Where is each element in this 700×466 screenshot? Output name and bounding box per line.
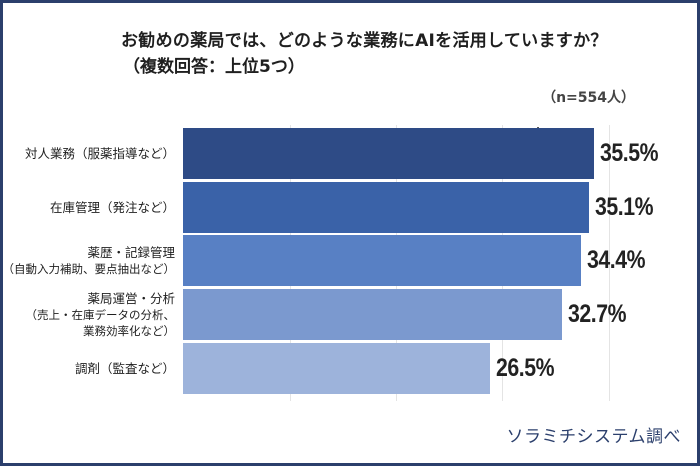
chart-title: お勧めの薬局では、どのような業務にAIを活用していますか？: [121, 31, 608, 51]
value-label: 34.4%: [587, 246, 646, 274]
bar: [183, 182, 589, 233]
category-label-line: 調剤（監査など）: [74, 360, 175, 376]
category-label: 在庫管理（発注など）: [50, 182, 175, 233]
bar: [183, 289, 562, 340]
value-label: 35.1%: [595, 193, 654, 221]
category-label: 調剤（監査など）: [75, 343, 175, 394]
category-label-line: （自動入力補助、要点抽出など）: [2, 261, 176, 276]
category-label: 対人業務（服薬指導など）: [25, 128, 175, 179]
value-label: 35.5%: [600, 139, 659, 167]
sample-size: （n=554人）: [542, 90, 635, 106]
value-label: 26.5%: [496, 354, 555, 382]
bar: [183, 343, 490, 394]
category-label-line: （売上・在庫データの分析、: [25, 307, 176, 322]
chart-subtitle: （複数回答：上位5つ）: [123, 57, 305, 77]
source-credit: ソラミチシステム調べ: [506, 427, 681, 447]
gridline: [609, 125, 610, 401]
bar: [183, 235, 581, 286]
category-label-line: 薬歴・記録管理: [87, 244, 175, 260]
category-label-line: 在庫管理（発注など）: [49, 199, 175, 215]
category-label-line: 対人業務（服薬指導など）: [24, 145, 175, 161]
category-label: 薬局運営・分析 （売上・在庫データの分析、 業務効率化など）: [26, 289, 176, 340]
category-label-line: 薬局運営・分析: [87, 290, 175, 306]
bar: [183, 128, 594, 179]
category-label: 薬歴・記録管理 （自動入力補助、要点抽出など）: [3, 235, 176, 286]
category-label-line: 業務効率化など）: [83, 323, 175, 338]
value-label: 32.7%: [568, 300, 627, 328]
